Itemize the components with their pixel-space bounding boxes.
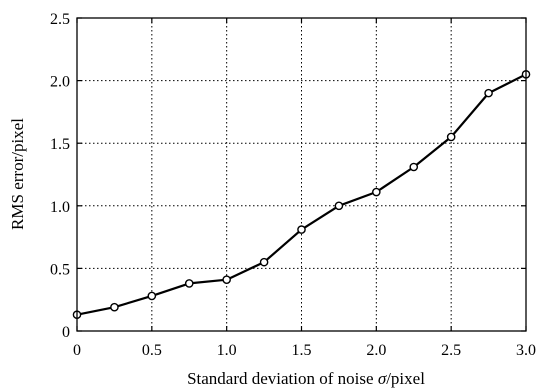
x-tick-label: 0 bbox=[73, 342, 81, 359]
data-point bbox=[446, 132, 456, 142]
x-axis-title: Standard deviation of noise σ/pixel bbox=[187, 369, 425, 388]
data-point bbox=[372, 187, 381, 197]
x-tick-label: 2.0 bbox=[366, 342, 386, 359]
y-tick-label: 1.5 bbox=[50, 136, 70, 153]
y-tick-label: 0.5 bbox=[50, 261, 70, 278]
y-tick-label: 1.0 bbox=[50, 199, 70, 216]
data-point bbox=[297, 225, 306, 234]
x-tick-label: 0.5 bbox=[142, 342, 162, 359]
y-tick-label: 0 bbox=[62, 324, 70, 341]
y-tick-label: 2.0 bbox=[50, 74, 70, 91]
data-point bbox=[259, 257, 269, 267]
data-point bbox=[184, 279, 194, 288]
series-group bbox=[72, 70, 531, 320]
data-point bbox=[147, 291, 157, 301]
y-axis-title: RMS error/pixel bbox=[8, 118, 27, 230]
x-tick-labels: 0 0.5 1.0 1.5 2.0 2.5 3.0 bbox=[73, 342, 536, 359]
x-tick-label: 2.5 bbox=[441, 342, 461, 359]
y-tick-labels: 0 0.5 1.0 1.5 2.0 2.5 bbox=[50, 11, 70, 341]
y-tick-label: 2.5 bbox=[50, 11, 70, 28]
x-tick-label: 3.0 bbox=[516, 342, 536, 359]
x-tick-label: 1.0 bbox=[217, 342, 237, 359]
data-point bbox=[222, 275, 231, 284]
data-point bbox=[110, 302, 119, 312]
x-tick-label: 1.5 bbox=[292, 342, 312, 359]
grid-lines bbox=[77, 18, 526, 331]
data-point bbox=[409, 162, 419, 172]
data-point bbox=[334, 201, 344, 211]
tick-marks bbox=[76, 17, 527, 332]
data-point bbox=[484, 88, 493, 98]
